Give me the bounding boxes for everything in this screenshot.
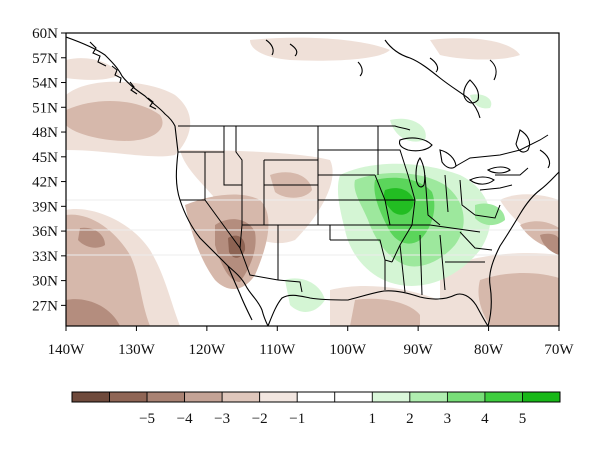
colorbar-swatch — [371, 391, 411, 403]
lat-tick-label: 54N — [32, 76, 58, 92]
latitude-axis: 60N 57N 54N 51N 48N 45N 42N 39N 36N 33N 30N 27N — [32, 26, 66, 314]
colorbar-swatch — [184, 391, 223, 403]
lat-tick-label: 27N — [32, 298, 58, 314]
lat-tick-label: 33N — [32, 249, 58, 265]
colorbar-swatch — [296, 391, 336, 403]
anomaly-medium-negative — [66, 100, 559, 326]
lat-tick-label: 57N — [32, 51, 58, 67]
colorbar-swatch — [221, 391, 261, 403]
lon-tick-label: 100W — [329, 342, 367, 358]
lon-tick-label: 140W — [48, 342, 86, 358]
lat-tick-label: 42N — [32, 175, 58, 191]
colorbar-swatch — [522, 391, 561, 403]
colorbar-label: 3 — [444, 411, 452, 427]
colorbar-swatch — [71, 391, 110, 403]
coastlines — [66, 36, 559, 326]
longitude-axis: 140W 130W 120W 110W 100W 90W 80W 70W — [48, 326, 574, 358]
lon-tick-label: 110W — [259, 342, 296, 358]
colorbar-swatch — [109, 391, 148, 403]
lat-tick-label: 60N — [32, 26, 58, 42]
colorbar-label: 5 — [519, 411, 527, 427]
anomaly-strong-positive — [383, 188, 414, 215]
map-frame — [65, 32, 560, 327]
colorbar-label: −1 — [289, 411, 305, 427]
colorbar-label: −2 — [252, 411, 268, 427]
lat-tick-label: 51N — [32, 100, 58, 116]
lon-tick-label: 70W — [544, 342, 574, 358]
colorbar-swatch — [484, 391, 523, 403]
colorbar-label: 2 — [406, 411, 414, 427]
colorbar: −5 −4 −3 −2 −1 1 2 3 4 5 — [71, 391, 561, 427]
colorbar-frame — [71, 391, 561, 403]
lat-tick-label: 36N — [32, 224, 58, 240]
lon-tick-label: 90W — [404, 342, 434, 358]
colorbar-label: 4 — [481, 411, 489, 427]
colorbar-swatch — [409, 391, 448, 403]
lat-tick-label: 30N — [32, 274, 58, 290]
colorbar-label: −5 — [139, 411, 155, 427]
lat-tick-label: 48N — [32, 125, 58, 141]
lon-tick-label: 80W — [474, 342, 504, 358]
anomaly-dark-negative — [66, 219, 559, 326]
colorbar-label: 1 — [369, 411, 377, 427]
state-boundaries — [178, 125, 549, 296]
colorbar-label: −3 — [214, 411, 230, 427]
colorbar-swatch — [259, 391, 298, 403]
map-plot-area — [66, 33, 559, 326]
lon-tick-label: 130W — [118, 342, 156, 358]
colorbar-label: −4 — [177, 411, 193, 427]
background-gridlines — [66, 199, 559, 256]
great-lakes — [398, 137, 511, 188]
anomaly-field — [66, 37, 559, 326]
colorbar-swatch — [446, 391, 486, 403]
lat-tick-label: 45N — [32, 150, 58, 166]
lat-tick-label: 39N — [32, 199, 58, 215]
lon-tick-label: 120W — [189, 342, 227, 358]
colorbar-swatch — [334, 391, 373, 403]
colorbar-swatch — [146, 391, 186, 403]
